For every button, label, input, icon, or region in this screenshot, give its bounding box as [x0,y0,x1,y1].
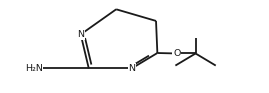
Text: H₂N: H₂N [25,64,43,73]
Text: N: N [128,64,135,73]
Text: O: O [173,49,180,58]
Text: N: N [77,30,84,39]
